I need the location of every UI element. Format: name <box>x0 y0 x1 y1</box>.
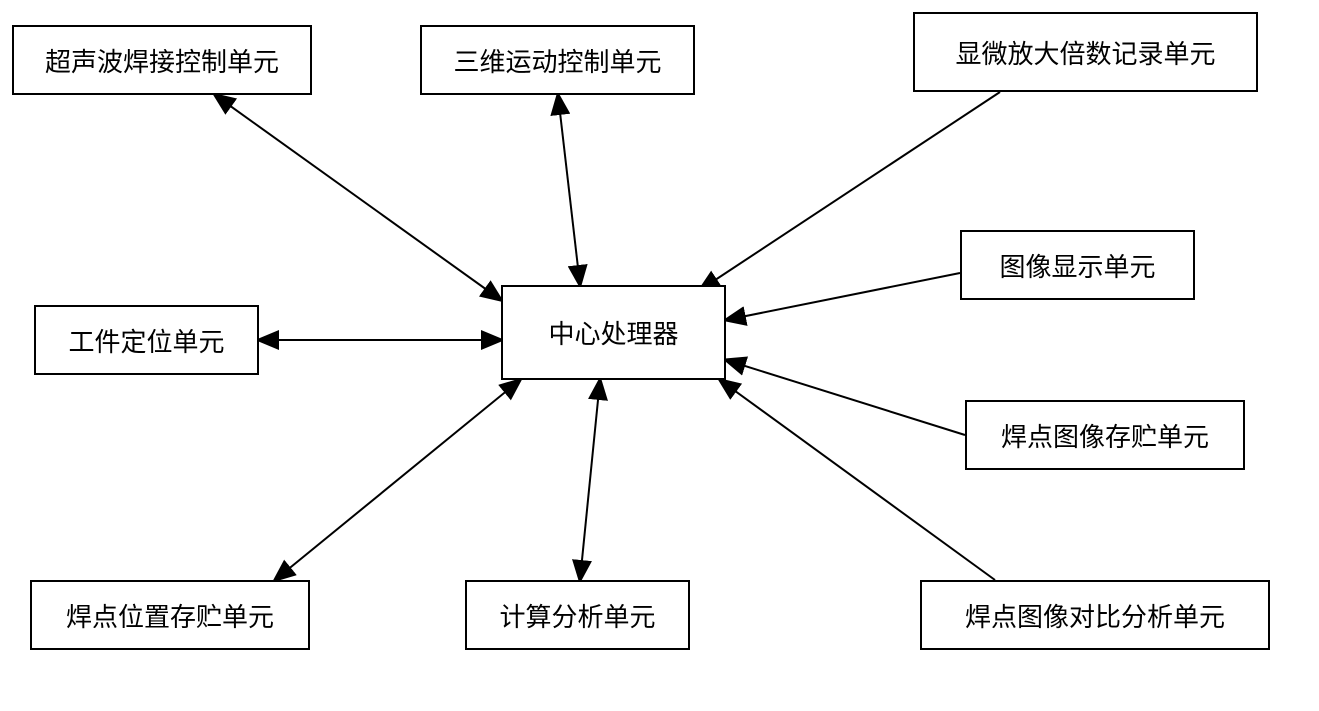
node-magnification: 显微放大倍数记录单元 <box>913 12 1258 92</box>
node-weld-image-store-label: 焊点图像存贮单元 <box>1001 417 1209 454</box>
node-calc-analysis: 计算分析单元 <box>465 580 690 650</box>
node-weld-image-compare-label: 焊点图像对比分析单元 <box>965 597 1225 634</box>
node-image-display-label: 图像显示单元 <box>999 247 1155 284</box>
node-weld-pos-store-label: 焊点位置存贮单元 <box>66 597 274 634</box>
node-motion3d: 三维运动控制单元 <box>420 25 695 95</box>
node-center-label: 中心处理器 <box>548 314 678 351</box>
node-weld-image-compare: 焊点图像对比分析单元 <box>920 580 1270 650</box>
node-motion3d-label: 三维运动控制单元 <box>453 42 661 79</box>
node-workpiece-label: 工件定位单元 <box>68 322 224 359</box>
node-magnification-label: 显微放大倍数记录单元 <box>955 34 1215 71</box>
node-weld-image-store: 焊点图像存贮单元 <box>965 400 1245 470</box>
node-center: 中心处理器 <box>501 285 726 380</box>
node-ultrasonic-label: 超声波焊接控制单元 <box>45 42 279 79</box>
node-weld-pos-store: 焊点位置存贮单元 <box>30 580 310 650</box>
node-image-display: 图像显示单元 <box>960 230 1195 300</box>
node-workpiece: 工件定位单元 <box>34 305 259 375</box>
node-calc-analysis-label: 计算分析单元 <box>499 597 655 634</box>
node-ultrasonic: 超声波焊接控制单元 <box>12 25 312 95</box>
